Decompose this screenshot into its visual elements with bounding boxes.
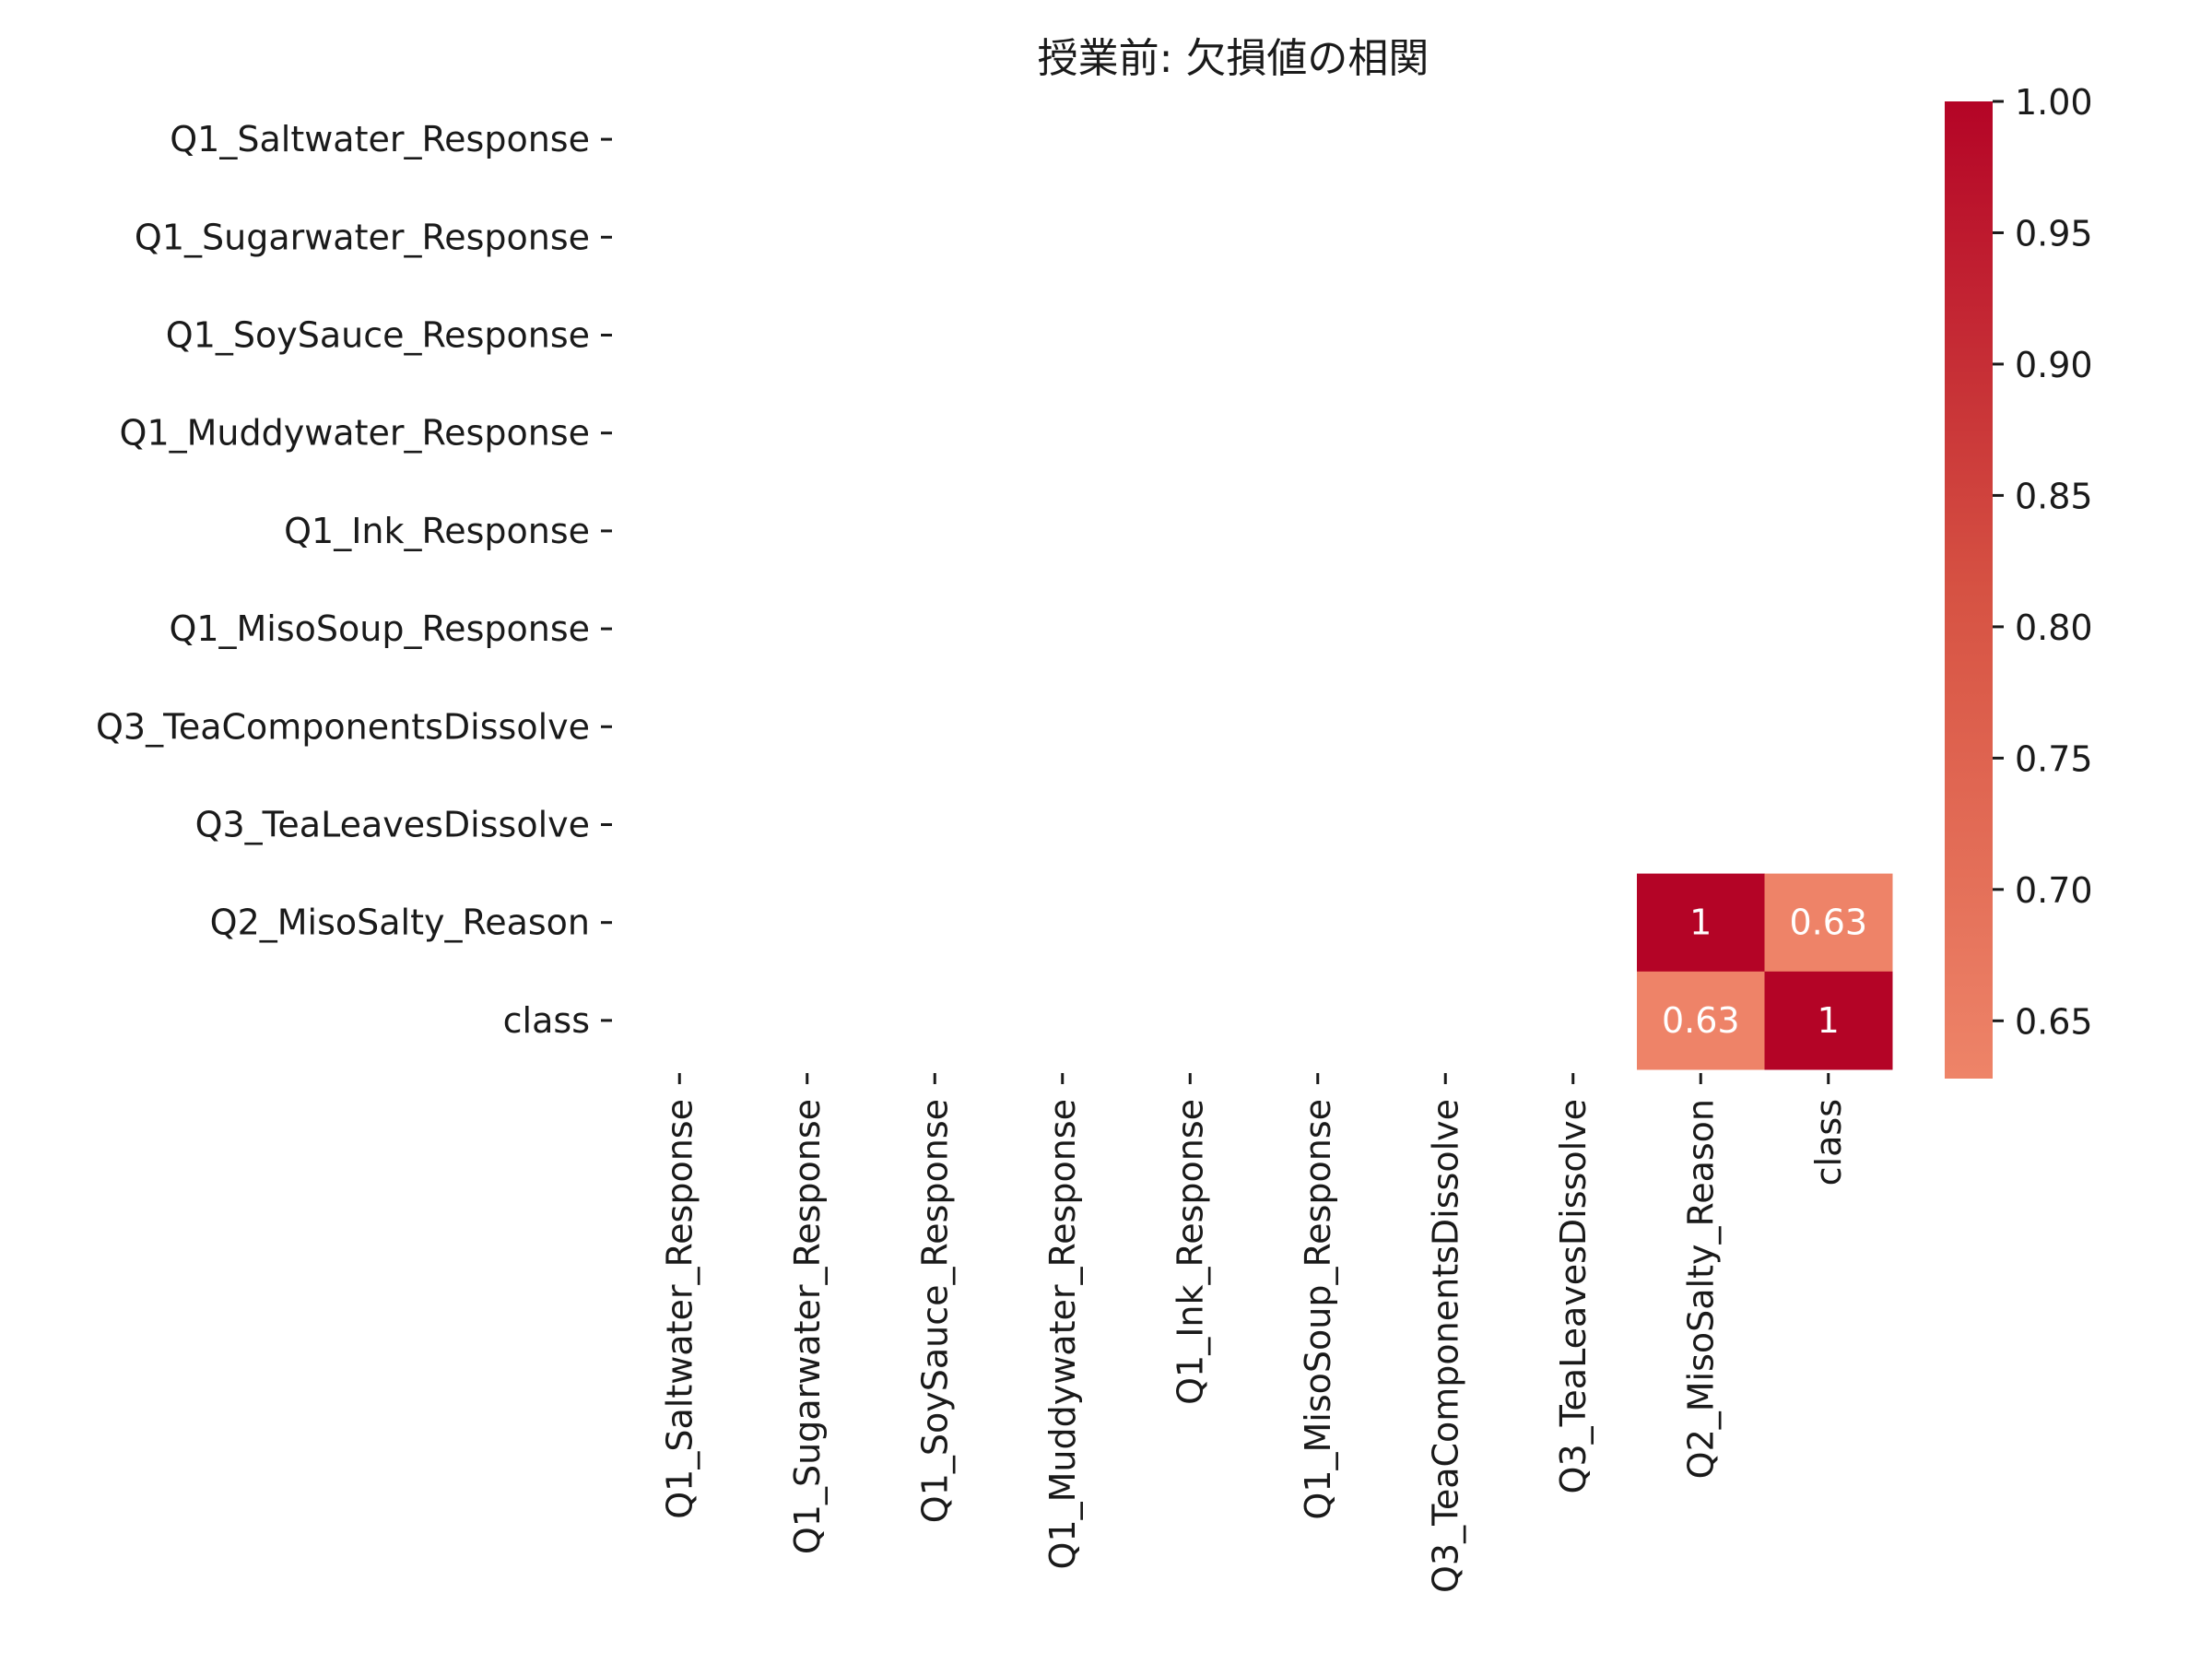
- colorbar-tick-label: 0.70: [2015, 870, 2093, 911]
- x-tick-label: Q2_MisoSalty_Reason: [1680, 1099, 1721, 1479]
- colorbar-tick-label: 0.75: [2015, 738, 2093, 779]
- y-tick-label: class: [503, 1000, 590, 1041]
- y-tick-label: Q1_Saltwater_Response: [170, 119, 590, 159]
- cell-annotation: 0.63: [1789, 903, 1867, 943]
- y-tick-label: Q3_TeaComponentsDissolve: [96, 706, 590, 747]
- x-tick-label: Q1_Muddywater_Response: [1042, 1099, 1083, 1569]
- x-tick-label: Q1_MisoSoup_Response: [1298, 1099, 1338, 1520]
- chart-title: 授業前: 欠損値の相関: [1038, 35, 1430, 82]
- heatmap-cells: 1 0.63 0.63 1: [1637, 873, 1893, 1070]
- heatmap-cell: [1764, 971, 1893, 1070]
- heatmap-cell: [1637, 971, 1765, 1070]
- y-tick-label: Q1_Ink_Response: [284, 511, 590, 551]
- y-tick-label: Q2_MisoSalty_Reason: [210, 903, 590, 943]
- x-tick-label: Q3_TeaLeavesDissolve: [1553, 1099, 1594, 1493]
- y-tick-label: Q3_TeaLeavesDissolve: [195, 805, 590, 845]
- colorbar-tick-label: 0.65: [2015, 1001, 2093, 1042]
- y-tick-label: Q1_MisoSoup_Response: [169, 608, 590, 649]
- colorbar-gradient: [1945, 101, 1993, 1079]
- x-tick-label: Q3_TeaComponentsDissolve: [1425, 1099, 1465, 1593]
- colorbar-tick-label: 1.00: [2015, 82, 2093, 123]
- x-tick-label: Q1_Ink_Response: [1170, 1099, 1210, 1405]
- y-tick-label: Q1_Sugarwater_Response: [135, 217, 590, 257]
- x-tick-label: Q1_SoySauce_Response: [914, 1099, 955, 1523]
- x-tick-label: class: [1808, 1099, 1849, 1186]
- cell-annotation: 1: [1818, 1000, 1840, 1041]
- cell-annotation: 1: [1689, 903, 1712, 943]
- y-tick-label: Q1_Muddywater_Response: [120, 413, 590, 454]
- heatmap-cell: [1637, 873, 1765, 973]
- colorbar: 0.65 0.70 0.75 0.80 0.85 0.90 0.95 1.00: [1945, 82, 2093, 1079]
- colorbar-tick-label: 0.85: [2015, 476, 2093, 516]
- x-tick-label: Q1_Saltwater_Response: [659, 1099, 700, 1519]
- y-axis-labels: Q1_Saltwater_Response Q1_Sugarwater_Respo…: [96, 119, 612, 1041]
- colorbar-tick-label: 0.80: [2015, 608, 2093, 648]
- cell-annotation: 0.63: [1662, 1000, 1740, 1041]
- x-tick-label: Q1_Sugarwater_Response: [787, 1099, 828, 1554]
- y-tick-label: Q1_SoySauce_Response: [166, 315, 590, 356]
- x-axis-labels: Q1_Saltwater_Response Q1_Sugarwater_Respo…: [659, 1073, 1849, 1593]
- colorbar-tick-label: 0.95: [2015, 213, 2093, 254]
- colorbar-tick-label: 0.90: [2015, 345, 2093, 385]
- heatmap-cell: [1764, 873, 1893, 973]
